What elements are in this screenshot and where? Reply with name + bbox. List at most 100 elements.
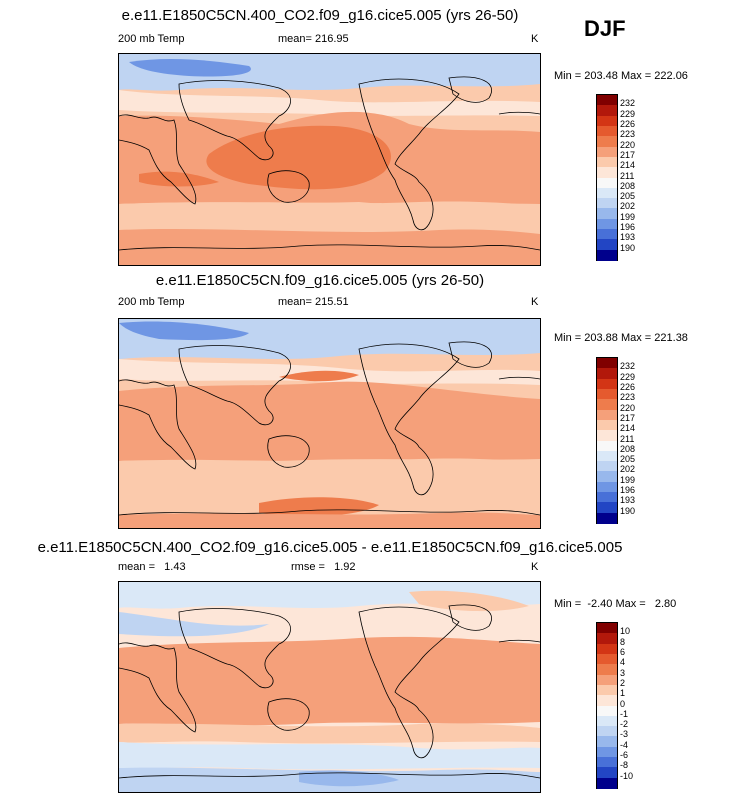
colorbar-swatch <box>597 388 617 400</box>
panel1-minmax-label: Min = 203.48 Max = 222.06 <box>554 70 688 82</box>
panel1-field-antarctic <box>119 229 540 265</box>
colorbar-swatch <box>597 358 617 369</box>
panel3-field-southern-band <box>119 742 540 770</box>
panel1-colorbar <box>596 94 618 261</box>
colorbar-swatch <box>597 177 617 189</box>
panel1-title: e.e11.E1850C5CN.400_CO2.f09_g16.cice5.00… <box>121 7 519 24</box>
colorbar-tick-label: 214 <box>620 160 636 171</box>
panel2-field-pacific-max <box>279 370 359 382</box>
colorbar-swatch <box>597 684 617 696</box>
panel2-variable-label: 200 mb Temp <box>118 296 185 308</box>
colorbar-tick-label: 226 <box>620 381 636 392</box>
colorbar-swatch <box>597 502 617 514</box>
colorbar-tick-label: 196 <box>620 485 636 496</box>
colorbar-tick-label: -10 <box>620 770 634 781</box>
colorbar-tick-label: 229 <box>620 108 636 119</box>
panel3-field-tropics <box>119 636 540 726</box>
panel2-minmax-label: Min = 203.88 Max = 221.38 <box>554 332 688 344</box>
panel3-field-southern-warm <box>119 723 540 744</box>
colorbar-swatch <box>597 767 617 779</box>
panel3-map <box>118 581 541 793</box>
colorbar-tick-label: 205 <box>620 191 636 202</box>
colorbar-swatch <box>597 481 617 493</box>
colorbar-tick-label: 211 <box>620 433 635 444</box>
colorbar-swatch <box>597 368 617 380</box>
colorbar-swatch <box>597 419 617 431</box>
colorbar-swatch <box>597 777 617 789</box>
colorbar-tick-label: 2 <box>620 677 626 688</box>
panel1-variable-label: 200 mb Temp <box>118 33 185 45</box>
colorbar-swatch <box>597 208 617 220</box>
colorbar-tick-label: 4 <box>620 657 626 668</box>
colorbar-swatch <box>597 623 617 634</box>
colorbar-tick-label: 208 <box>620 443 636 454</box>
colorbar-swatch <box>597 167 617 178</box>
colorbar-tick-label: 205 <box>620 454 636 465</box>
colorbar-tick-label: 208 <box>620 180 636 191</box>
colorbar-swatch <box>597 512 617 524</box>
panel1-mean-label: mean= 216.95 <box>278 33 349 45</box>
colorbar-swatch <box>597 115 617 127</box>
colorbar-swatch <box>597 715 617 727</box>
panel3-minmax-label: Min = -2.40 Max = 2.80 <box>554 598 677 610</box>
panel3-title: e.e11.E1850C5CN.400_CO2.f09_g16.cice5.00… <box>37 539 623 556</box>
colorbar-tick-label: 229 <box>620 371 636 382</box>
colorbar-swatch <box>597 633 617 645</box>
panel2-colorbar <box>596 357 618 524</box>
colorbar-tick-label: 220 <box>620 139 636 150</box>
colorbar-tick-label: 190 <box>620 242 636 253</box>
colorbar-swatch <box>597 198 617 209</box>
colorbar-swatch <box>597 736 617 748</box>
colorbar-swatch <box>597 218 617 230</box>
colorbar-swatch <box>597 249 617 261</box>
panel1-map-plot <box>119 54 540 265</box>
panel3-coastlines <box>119 604 540 779</box>
colorbar-swatch <box>597 695 617 706</box>
panel2-field-arctic-core <box>119 321 249 341</box>
colorbar-swatch <box>597 187 617 199</box>
panel3-field-north-cool <box>119 612 269 637</box>
panel3-rmse-label: rmse = 1.92 <box>291 561 356 573</box>
colorbar-swatch <box>597 653 617 665</box>
colorbar-swatch <box>597 378 617 390</box>
colorbar-tick-label: 190 <box>620 505 636 516</box>
panel1-field-southern-band <box>119 201 540 232</box>
colorbar-tick-label: 6 <box>620 646 626 657</box>
colorbar-swatch <box>597 471 617 483</box>
colorbar-swatch <box>597 430 617 441</box>
panel2-coastlines <box>119 341 540 516</box>
colorbar-swatch <box>597 136 617 148</box>
colorbar-tick-label: -4 <box>620 739 629 750</box>
panel1-field-africa-max <box>139 171 219 187</box>
panel3-field-north-warm <box>409 590 529 612</box>
colorbar-swatch <box>597 146 617 158</box>
panel2-map-plot <box>119 319 540 528</box>
colorbar-tick-label: 214 <box>620 423 636 434</box>
panel1-units-label: K <box>531 33 539 45</box>
colorbar-swatch <box>597 664 617 676</box>
colorbar-tick-label: 0 <box>620 698 626 709</box>
colorbar-tick-label: 202 <box>620 201 636 212</box>
colorbar-tick-label: -3 <box>620 729 629 740</box>
panel1-field-pacific-max <box>206 125 391 190</box>
panel2-map <box>118 318 541 529</box>
colorbar-swatch <box>597 674 617 686</box>
panel1-field-midlat-band <box>119 90 540 116</box>
panel3-units-label: K <box>531 561 539 573</box>
panel1-coastlines <box>119 76 540 251</box>
panel2-field-tropics <box>119 381 540 462</box>
colorbar-tick-label: 223 <box>620 129 636 140</box>
colorbar-tick-label: 199 <box>620 474 636 485</box>
colorbar-tick-label: 199 <box>620 211 636 222</box>
colorbar-swatch <box>597 705 617 717</box>
colorbar-swatch <box>597 643 617 655</box>
panel2-mean-label: mean= 215.51 <box>278 296 349 308</box>
panel1-field-arctic-core <box>129 59 251 77</box>
season-label: DJF <box>584 16 626 41</box>
colorbar-swatch <box>597 726 617 737</box>
colorbar-swatch <box>597 409 617 421</box>
colorbar-swatch <box>597 461 617 472</box>
panel3-colorbar <box>596 622 618 789</box>
colorbar-tick-label: -8 <box>620 760 629 771</box>
colorbar-tick-label: 232 <box>620 361 636 372</box>
